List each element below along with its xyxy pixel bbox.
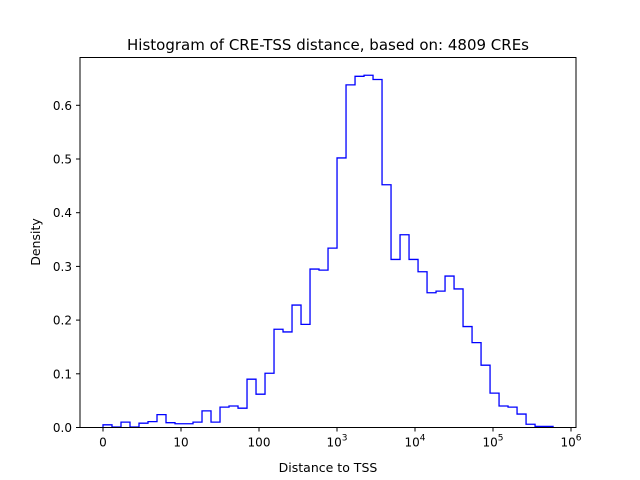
x-tick-exponent: 4: [420, 434, 426, 444]
chart-title: Histogram of CRE-TSS distance, based on:…: [127, 36, 529, 54]
x-tick-base: 10: [560, 436, 575, 450]
x-tick-label: 10: [173, 436, 188, 450]
y-tick-label: 0.2: [53, 314, 72, 328]
x-tick-exponent: 3: [342, 434, 348, 444]
x-tick-label: 105: [482, 434, 503, 450]
x-tick-exponent: 5: [498, 434, 504, 444]
histogram-step-line: [102, 74, 554, 428]
x-tick-exponent: 6: [576, 434, 582, 444]
y-tick-label: 0.3: [53, 260, 72, 274]
x-tick-label: 104: [404, 434, 425, 450]
y-tick-label: 0.0: [53, 421, 72, 435]
y-tick-label: 0.1: [53, 367, 72, 381]
x-tick-label: 103: [326, 434, 347, 450]
y-axis-label: Density: [28, 218, 43, 266]
axes-frame: [79, 57, 577, 428]
x-tick-base: 10: [326, 436, 341, 450]
y-tick-label: 0.4: [53, 206, 72, 220]
y-tick-label: 0.6: [53, 99, 72, 113]
x-tick-label: 106: [560, 434, 581, 450]
x-tick-label: 100: [248, 436, 271, 450]
x-axis-label: Distance to TSS: [279, 460, 378, 475]
x-tick-base: 10: [404, 436, 419, 450]
x-tick-label: 0: [99, 436, 107, 450]
x-tick-base: 10: [482, 436, 497, 450]
y-tick-label: 0.5: [53, 153, 72, 167]
